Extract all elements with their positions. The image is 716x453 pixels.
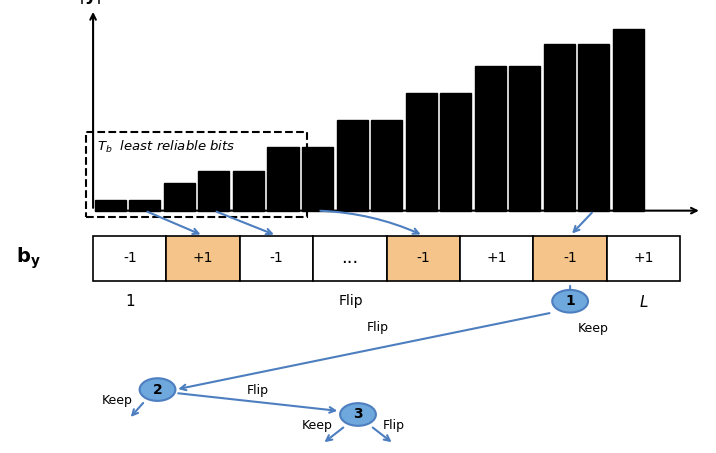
Bar (440, 93, 471, 211)
Bar (371, 120, 402, 211)
Text: Flip: Flip (339, 294, 363, 308)
Text: $\cdots$: $\cdots$ (272, 167, 294, 187)
Text: Flip: Flip (247, 384, 268, 397)
Bar (233, 171, 264, 211)
Text: -1: -1 (563, 251, 577, 265)
Bar (579, 44, 609, 211)
Bar (387, 236, 460, 281)
Bar (302, 147, 333, 211)
Bar (533, 236, 606, 281)
Text: -1: -1 (417, 251, 430, 265)
Bar (166, 236, 240, 281)
Text: $|\tilde{\mathbf{y}}|$: $|\tilde{\mathbf{y}}|$ (78, 0, 101, 7)
Bar (509, 66, 541, 211)
Bar (406, 93, 437, 211)
Bar (86, 132, 307, 217)
Bar (543, 44, 575, 211)
Text: $\mathbf{b}_\mathbf{y}$: $\mathbf{b}_\mathbf{y}$ (16, 246, 41, 271)
Text: $T_b$  least reliable bits: $T_b$ least reliable bits (97, 139, 235, 155)
Text: 1: 1 (125, 294, 135, 309)
Bar (613, 29, 644, 211)
Bar (475, 66, 505, 211)
Bar (95, 200, 126, 211)
Text: +1: +1 (193, 251, 213, 265)
Text: 1: 1 (565, 294, 575, 308)
Circle shape (552, 290, 588, 313)
Text: ...: ... (342, 249, 359, 267)
Text: 3: 3 (353, 408, 363, 421)
Text: Keep: Keep (302, 419, 333, 432)
Text: Flip: Flip (367, 321, 389, 334)
Bar (93, 236, 166, 281)
Text: +1: +1 (633, 251, 654, 265)
Text: Keep: Keep (102, 394, 132, 407)
Bar (314, 236, 387, 281)
Bar (606, 236, 680, 281)
Text: -1: -1 (270, 251, 284, 265)
Text: Flip: Flip (383, 419, 405, 432)
Bar (198, 171, 230, 211)
Bar (268, 147, 299, 211)
Bar (164, 183, 195, 211)
Text: Keep: Keep (577, 322, 608, 335)
Circle shape (340, 403, 376, 426)
Text: $L$: $L$ (639, 294, 648, 310)
Text: -1: -1 (123, 251, 137, 265)
Circle shape (140, 378, 175, 401)
Text: 2: 2 (153, 383, 163, 396)
Bar (240, 236, 314, 281)
Text: +1: +1 (486, 251, 507, 265)
Bar (130, 200, 160, 211)
Bar (337, 120, 367, 211)
Bar (460, 236, 533, 281)
